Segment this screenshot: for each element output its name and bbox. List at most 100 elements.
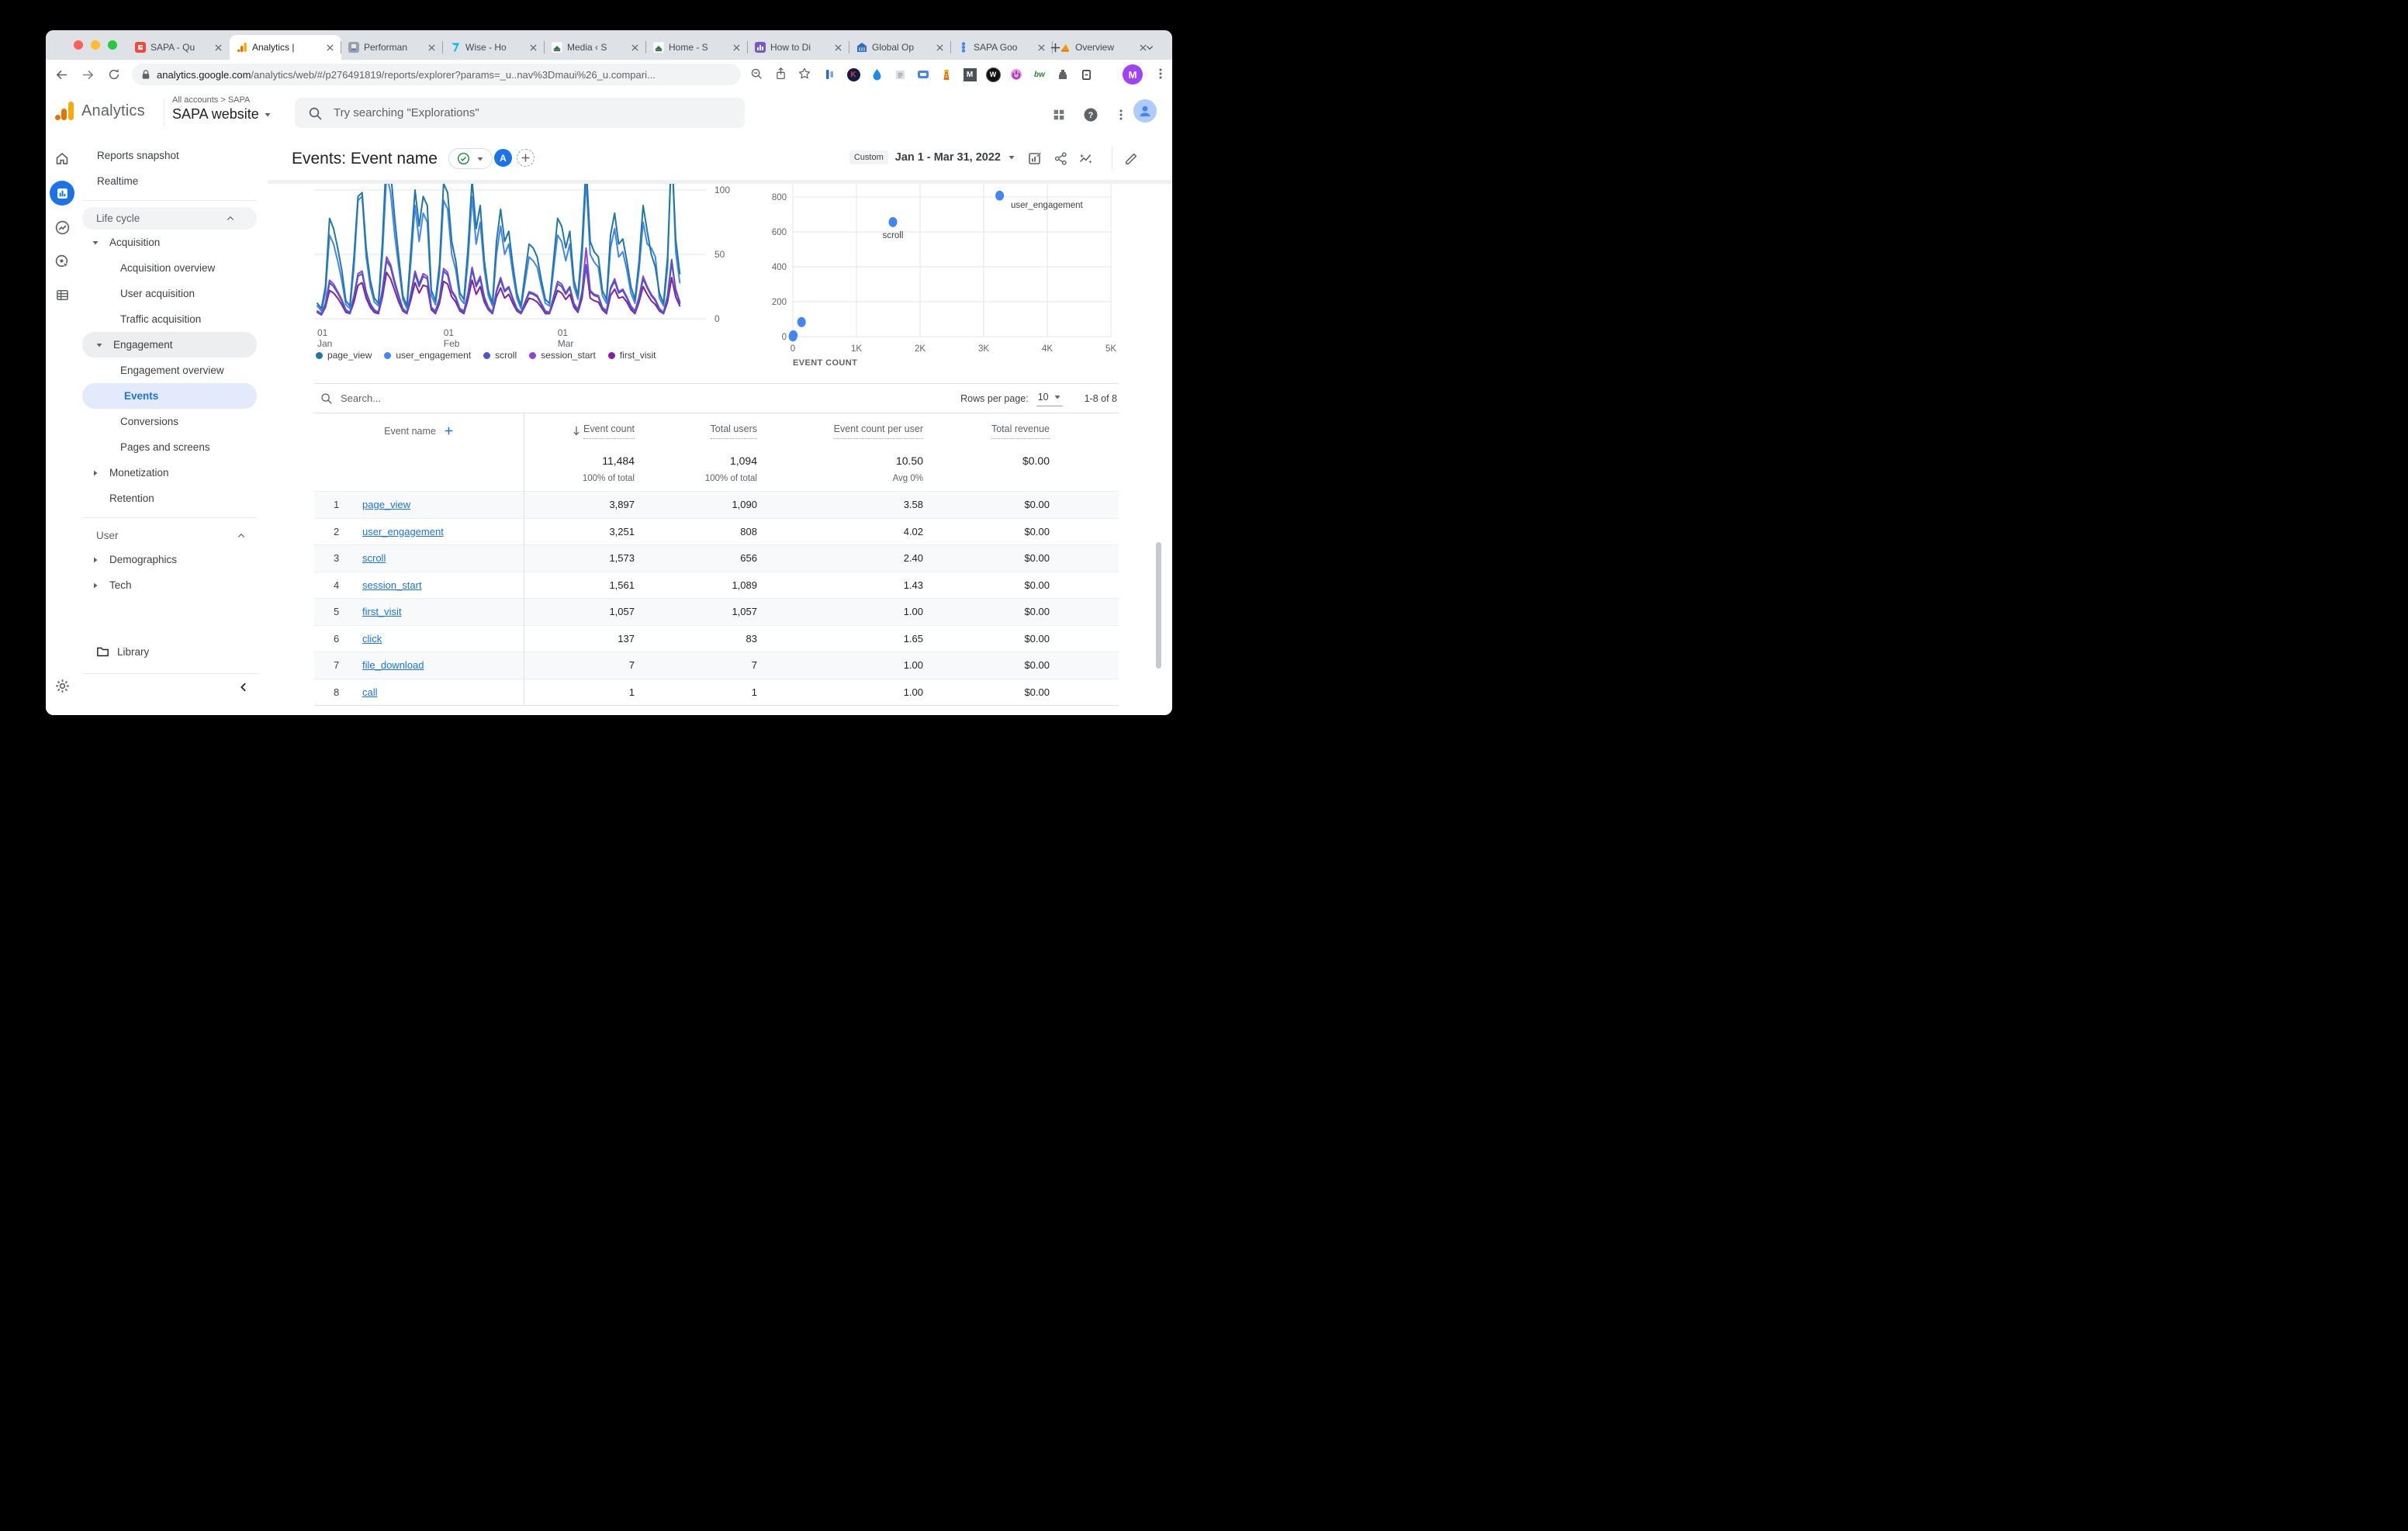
browser-tab-global-op[interactable]: Global Op bbox=[849, 35, 951, 60]
tab-search-chevron-icon[interactable] bbox=[1140, 37, 1160, 57]
caret-right-icon[interactable] bbox=[92, 469, 101, 477]
event-name-link[interactable]: call bbox=[349, 686, 378, 698]
event-name-link[interactable]: file_download bbox=[349, 659, 424, 671]
new-tab-button[interactable] bbox=[1045, 37, 1065, 57]
chevron-up-icon[interactable] bbox=[226, 214, 235, 223]
minimize-window-button[interactable] bbox=[91, 40, 100, 50]
tab-close-icon[interactable] bbox=[528, 42, 538, 53]
tab-close-icon[interactable] bbox=[832, 42, 843, 53]
scrollbar-thumb[interactable] bbox=[1156, 542, 1161, 669]
bookmark-star-icon[interactable] bbox=[794, 64, 815, 84]
sidebar-item-traffic-acquisition[interactable]: Traffic acquisition bbox=[78, 306, 268, 332]
event-name-link[interactable]: first_visit bbox=[349, 606, 402, 617]
close-window-button[interactable] bbox=[74, 40, 83, 50]
tab-close-icon[interactable] bbox=[324, 42, 335, 53]
date-range-selector[interactable]: Custom Jan 1 - Mar 31, 2022 bbox=[849, 150, 1015, 164]
report-status-pill[interactable] bbox=[448, 148, 493, 169]
sidebar-item-acquisition-overview[interactable]: Acquisition overview bbox=[78, 255, 268, 281]
browser-tab-sapa-goo[interactable]: SAPA Goo bbox=[951, 35, 1053, 60]
event-name-link[interactable]: user_engagement bbox=[349, 526, 444, 537]
sidebar-item-realtime[interactable]: Realtime bbox=[78, 168, 268, 194]
reader-extension-icon[interactable] bbox=[1078, 66, 1095, 83]
sidebar-item-pages-and-screens[interactable]: Pages and screens bbox=[78, 434, 268, 460]
property-selector[interactable]: SAPA website bbox=[172, 106, 272, 123]
sidebar-item-retention[interactable]: Retention bbox=[78, 486, 268, 511]
comparison-chip-a[interactable]: A bbox=[494, 149, 512, 167]
configure-icon[interactable] bbox=[46, 283, 78, 306]
reports-icon[interactable] bbox=[50, 181, 74, 206]
settings-gear-icon[interactable] bbox=[46, 674, 78, 697]
browser-tab-home-s[interactable]: Home - S bbox=[646, 35, 748, 60]
event-name-link[interactable]: session_start bbox=[349, 579, 422, 591]
column-header-event-count[interactable]: Event count bbox=[572, 423, 635, 439]
share-report-icon[interactable] bbox=[1052, 150, 1069, 167]
zoom-window-button[interactable] bbox=[108, 40, 117, 50]
url-bar[interactable]: analytics.google.com/analytics/web/#/p27… bbox=[132, 64, 741, 85]
browser-menu-kebab-icon[interactable] bbox=[1150, 64, 1171, 84]
add-column-icon[interactable] bbox=[444, 426, 454, 436]
sidebar-item-events[interactable]: Events bbox=[82, 383, 257, 409]
apps-grid-icon[interactable] bbox=[1050, 105, 1068, 124]
reload-button[interactable] bbox=[103, 64, 125, 85]
tab-close-icon[interactable] bbox=[629, 42, 640, 53]
back-button[interactable] bbox=[50, 64, 72, 85]
column-header-event-count-per-user[interactable]: Event count per user bbox=[834, 423, 923, 439]
window-controls[interactable] bbox=[74, 40, 117, 50]
event-name-link[interactable]: page_view bbox=[349, 499, 410, 510]
help-icon[interactable]: ? bbox=[1081, 105, 1100, 124]
sidebar-item-acquisition[interactable]: Acquisition bbox=[78, 230, 268, 255]
tab-close-icon[interactable] bbox=[731, 42, 742, 53]
caret-right-icon[interactable] bbox=[92, 582, 101, 589]
ga-search-bar[interactable]: Try searching "Explorations" bbox=[295, 98, 745, 128]
wayback-extension-icon[interactable]: W bbox=[984, 66, 1002, 83]
chevron-up-icon[interactable] bbox=[237, 531, 246, 541]
notes-extension-icon[interactable] bbox=[891, 66, 908, 83]
column-header-event-name[interactable]: Event name bbox=[384, 426, 454, 437]
legend-item-user_engagement[interactable]: user_engagement bbox=[384, 350, 471, 361]
sidebar-item-conversions[interactable]: Conversions bbox=[78, 409, 268, 434]
drop-extension-icon[interactable] bbox=[868, 66, 885, 83]
lighthouse-extension-icon[interactable] bbox=[938, 66, 955, 83]
legend-item-first_visit[interactable]: first_visit bbox=[608, 350, 656, 361]
kebab-menu-icon[interactable] bbox=[1112, 105, 1130, 124]
sidebar-item-engagement-overview[interactable]: Engagement overview bbox=[78, 358, 268, 383]
forward-button[interactable] bbox=[77, 64, 99, 85]
home-icon[interactable] bbox=[46, 147, 78, 170]
ga-user-avatar[interactable] bbox=[1133, 99, 1157, 123]
panels-extension-icon[interactable] bbox=[822, 66, 839, 83]
caret-down-icon[interactable] bbox=[95, 341, 105, 349]
keeper-extension-icon[interactable]: K bbox=[845, 66, 862, 83]
tab-close-icon[interactable] bbox=[934, 42, 945, 53]
sidebar-item-user-acquisition[interactable]: User acquisition bbox=[78, 281, 268, 306]
sidebar-item-reports-snapshot[interactable]: Reports snapshot bbox=[78, 143, 268, 168]
sidebar-item-library[interactable]: Library bbox=[78, 639, 268, 665]
browser-tab-media-s[interactable]: Media ‹ S bbox=[545, 35, 646, 60]
advertising-icon[interactable] bbox=[46, 250, 78, 273]
browser-profile-avatar[interactable]: M bbox=[1123, 64, 1143, 85]
customize-report-icon[interactable] bbox=[1026, 150, 1043, 167]
sidebar-item-engagement[interactable]: Engagement bbox=[82, 332, 257, 358]
rows-per-page-select[interactable]: 10 bbox=[1036, 390, 1063, 406]
table-search-input[interactable]: Search... bbox=[341, 392, 381, 404]
column-header-total-revenue[interactable]: Total revenue bbox=[991, 423, 1050, 439]
legend-item-scroll[interactable]: scroll bbox=[483, 350, 517, 361]
browser-tab-wise-ho[interactable]: Wise - Ho bbox=[443, 35, 545, 60]
add-comparison-button[interactable] bbox=[517, 149, 535, 167]
power-extension-icon[interactable] bbox=[1008, 66, 1025, 83]
sidebar-item-user[interactable]: User bbox=[78, 524, 268, 547]
explore-icon[interactable] bbox=[46, 216, 78, 239]
collapse-sidebar-icon[interactable] bbox=[238, 682, 249, 693]
sidebar-item-monetization[interactable]: Monetization bbox=[78, 460, 268, 486]
browser-tab-sapa-qu[interactable]: SAPA - Qu bbox=[128, 35, 230, 60]
column-header-total-users[interactable]: Total users bbox=[711, 423, 757, 439]
puzzle-extension-icon[interactable] bbox=[1054, 66, 1071, 83]
browser-tab-how-to-di[interactable]: How to Di bbox=[748, 35, 849, 60]
legend-item-page_view[interactable]: page_view bbox=[316, 350, 372, 361]
tab-close-icon[interactable] bbox=[426, 42, 437, 53]
zoom-out-icon[interactable] bbox=[746, 64, 766, 84]
sidebar-item-life-cycle[interactable]: Life cycle bbox=[82, 207, 257, 230]
sidebar-item-tech[interactable]: Tech bbox=[78, 572, 268, 598]
caret-down-icon[interactable] bbox=[92, 239, 101, 247]
sidebar-item-demographics[interactable]: Demographics bbox=[78, 547, 268, 572]
event-name-link[interactable]: click bbox=[349, 633, 382, 645]
